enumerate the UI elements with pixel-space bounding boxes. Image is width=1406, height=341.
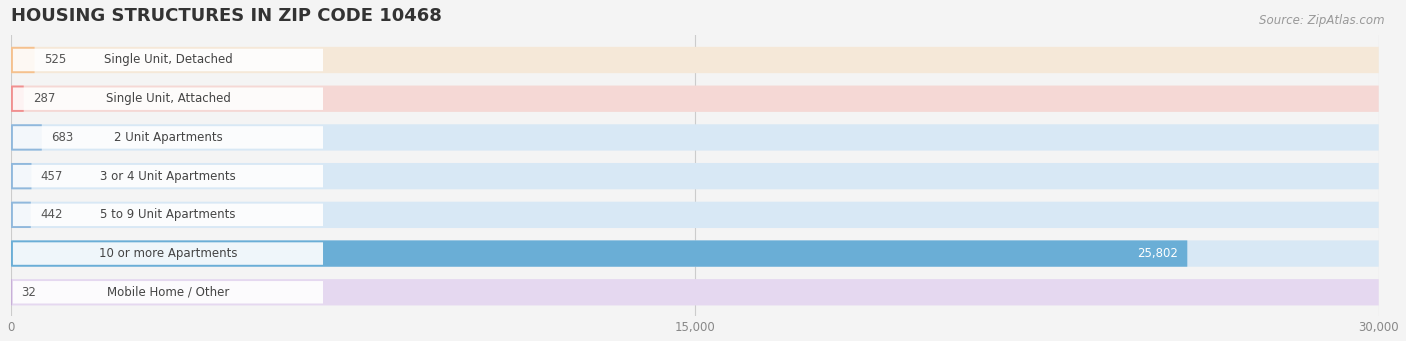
FancyBboxPatch shape: [11, 279, 13, 306]
FancyBboxPatch shape: [11, 279, 1379, 306]
FancyBboxPatch shape: [11, 86, 1379, 112]
Text: 442: 442: [39, 208, 62, 221]
Text: 2 Unit Apartments: 2 Unit Apartments: [114, 131, 222, 144]
Text: 5 to 9 Unit Apartments: 5 to 9 Unit Apartments: [100, 208, 236, 221]
FancyBboxPatch shape: [11, 202, 1379, 228]
FancyBboxPatch shape: [11, 240, 1187, 267]
Text: 3 or 4 Unit Apartments: 3 or 4 Unit Apartments: [100, 169, 236, 183]
Text: Single Unit, Attached: Single Unit, Attached: [105, 92, 231, 105]
FancyBboxPatch shape: [11, 124, 1379, 151]
Text: 287: 287: [32, 92, 55, 105]
Text: Single Unit, Detached: Single Unit, Detached: [104, 54, 232, 66]
FancyBboxPatch shape: [13, 204, 323, 226]
Text: 32: 32: [21, 286, 37, 299]
FancyBboxPatch shape: [11, 124, 42, 151]
FancyBboxPatch shape: [11, 47, 35, 73]
FancyBboxPatch shape: [11, 47, 1379, 73]
Text: 10 or more Apartments: 10 or more Apartments: [98, 247, 238, 260]
FancyBboxPatch shape: [13, 242, 323, 265]
FancyBboxPatch shape: [13, 49, 323, 71]
FancyBboxPatch shape: [13, 126, 323, 149]
FancyBboxPatch shape: [13, 281, 323, 303]
FancyBboxPatch shape: [11, 240, 1379, 267]
Text: HOUSING STRUCTURES IN ZIP CODE 10468: HOUSING STRUCTURES IN ZIP CODE 10468: [11, 7, 441, 25]
FancyBboxPatch shape: [11, 163, 1379, 189]
Text: 683: 683: [51, 131, 73, 144]
FancyBboxPatch shape: [11, 163, 31, 189]
FancyBboxPatch shape: [11, 202, 31, 228]
Text: 25,802: 25,802: [1137, 247, 1178, 260]
Text: Mobile Home / Other: Mobile Home / Other: [107, 286, 229, 299]
FancyBboxPatch shape: [13, 165, 323, 187]
FancyBboxPatch shape: [13, 88, 323, 110]
Text: Source: ZipAtlas.com: Source: ZipAtlas.com: [1260, 14, 1385, 27]
Text: 457: 457: [41, 169, 63, 183]
Text: 525: 525: [44, 54, 66, 66]
FancyBboxPatch shape: [11, 86, 24, 112]
